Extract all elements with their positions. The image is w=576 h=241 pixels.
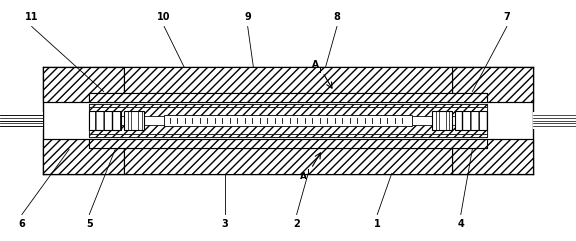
Bar bbox=[43, 139, 124, 174]
Bar bbox=[452, 67, 533, 102]
Text: 1: 1 bbox=[374, 219, 381, 229]
Bar bbox=[432, 111, 452, 130]
Bar bbox=[43, 67, 124, 102]
Text: 3: 3 bbox=[221, 219, 228, 229]
Bar bbox=[89, 107, 487, 116]
Text: 10: 10 bbox=[157, 12, 171, 22]
Text: 11: 11 bbox=[25, 12, 39, 22]
Bar bbox=[89, 139, 487, 148]
Bar bbox=[164, 115, 412, 126]
Bar bbox=[89, 134, 487, 137]
Bar bbox=[89, 125, 487, 134]
Text: 8: 8 bbox=[334, 12, 340, 22]
Bar bbox=[89, 93, 487, 102]
Bar bbox=[452, 139, 533, 174]
Bar bbox=[89, 111, 121, 130]
Bar bbox=[124, 111, 144, 130]
Bar bbox=[89, 104, 487, 137]
Text: 7: 7 bbox=[503, 12, 510, 22]
Bar bbox=[455, 111, 487, 130]
Bar bbox=[533, 112, 576, 129]
Text: 2: 2 bbox=[293, 219, 300, 229]
Bar bbox=[89, 104, 487, 107]
Text: 4: 4 bbox=[457, 219, 464, 229]
Bar bbox=[0, 112, 43, 129]
Text: A: A bbox=[312, 60, 319, 69]
Bar bbox=[89, 107, 487, 116]
Bar bbox=[124, 67, 452, 93]
Bar bbox=[89, 125, 487, 134]
Bar bbox=[124, 148, 452, 174]
Text: 5: 5 bbox=[86, 219, 93, 229]
Text: A: A bbox=[300, 172, 307, 181]
Text: 9: 9 bbox=[244, 12, 251, 22]
Text: 6: 6 bbox=[18, 219, 25, 229]
